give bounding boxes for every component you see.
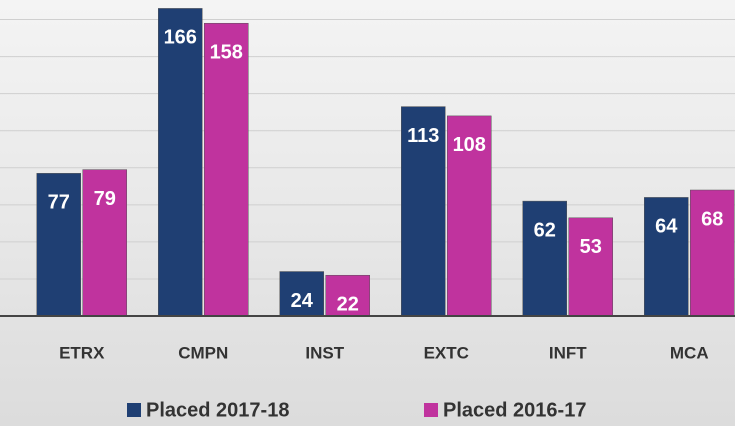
x-tick-label: INST xyxy=(305,343,344,362)
data-label: 108 xyxy=(453,134,486,156)
x-tick-label: INFT xyxy=(549,343,587,362)
legend-label: Placed 2016-17 xyxy=(443,399,586,421)
bar xyxy=(158,8,203,317)
bar xyxy=(204,22,249,317)
legend-label: Placed 2017-18 xyxy=(146,399,289,421)
data-label: 62 xyxy=(534,219,556,241)
data-label: 113 xyxy=(407,125,439,147)
bar xyxy=(690,189,735,317)
bar xyxy=(36,173,81,317)
data-label: 77 xyxy=(48,192,70,214)
bar xyxy=(568,217,613,317)
data-label: 68 xyxy=(701,208,723,230)
data-label: 158 xyxy=(210,42,243,64)
legend-swatch xyxy=(424,403,438,417)
x-tick-label: MCA xyxy=(670,343,709,362)
bar xyxy=(447,115,492,317)
x-tick-label: ETRX xyxy=(59,343,105,362)
data-label: 166 xyxy=(164,27,197,49)
data-label: 22 xyxy=(337,294,359,316)
data-label: 24 xyxy=(291,290,314,312)
data-label: 79 xyxy=(94,188,116,210)
x-tick-label: CMPN xyxy=(178,343,228,362)
legend-swatch xyxy=(127,403,141,417)
x-tick-label: EXTC xyxy=(424,343,469,362)
data-label: 64 xyxy=(655,216,678,238)
bar xyxy=(644,197,689,317)
data-label: 53 xyxy=(580,236,602,258)
bar xyxy=(522,200,567,317)
